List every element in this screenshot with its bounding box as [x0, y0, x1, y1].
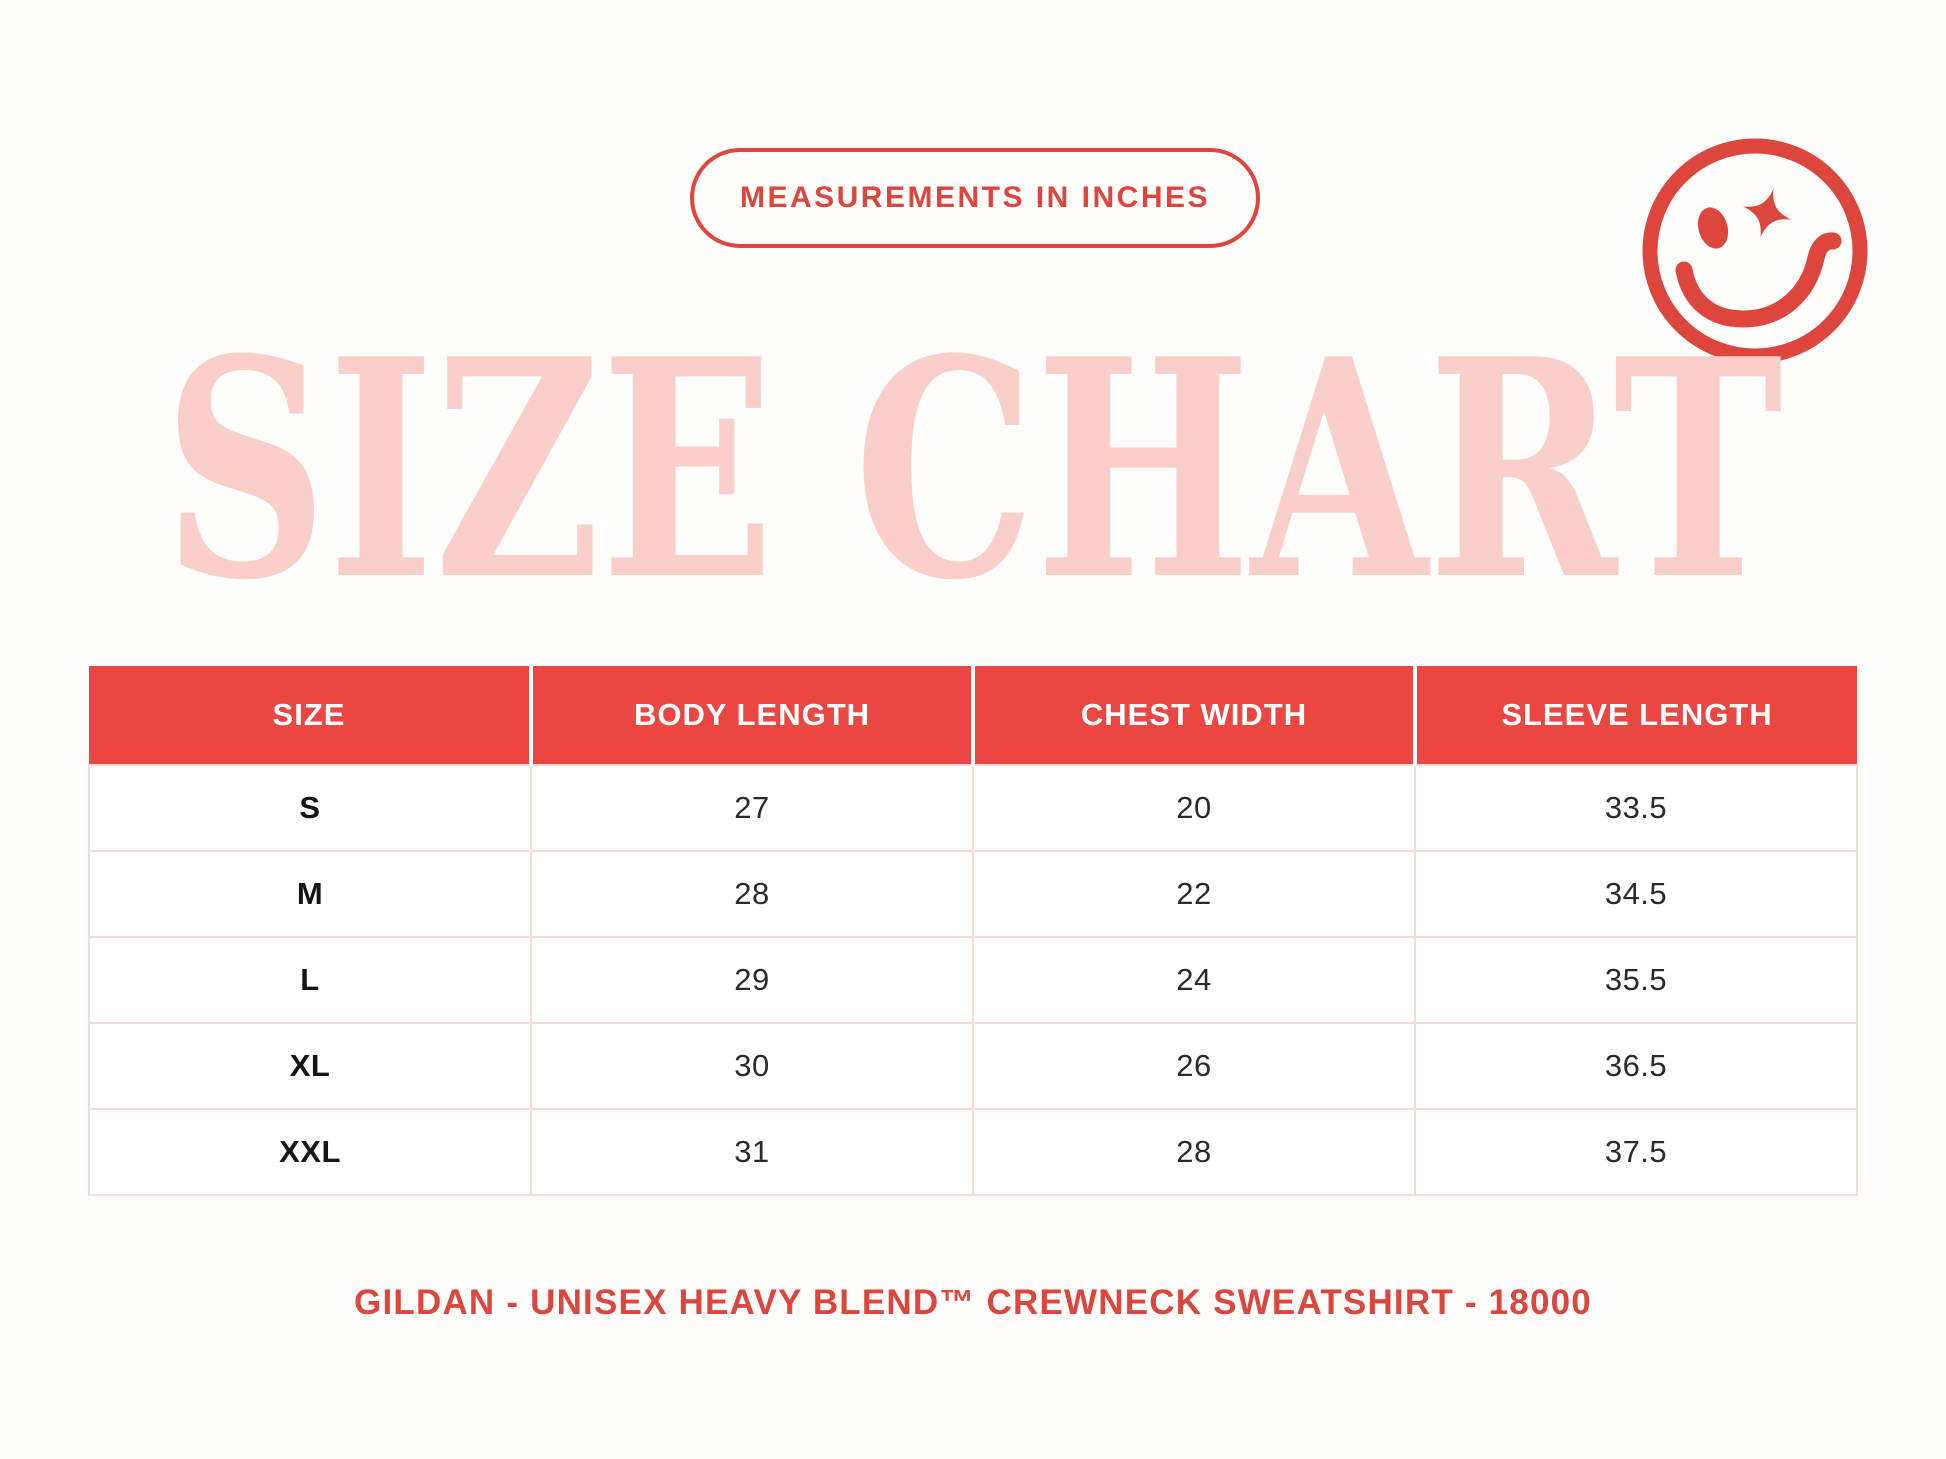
measurement-cell: 24	[972, 936, 1416, 1024]
winking-smiley-icon	[1642, 138, 1868, 364]
measurement-cell: 28	[530, 850, 974, 938]
measurement-cell: 37.5	[1414, 1108, 1858, 1196]
size-table-header: SIZE BODY LENGTH CHEST WIDTH SLEEVE LENGTH	[89, 666, 1857, 765]
table-row: XXL 31 28 37.5	[88, 1108, 1858, 1196]
size-cell: S	[88, 764, 532, 852]
smiley-face-outline	[1642, 138, 1868, 364]
product-caption: GILDAN - UNISEX HEAVY BLEND™ CREWNECK SW…	[354, 1283, 1592, 1322]
smiley-mouth	[1675, 232, 1842, 328]
table-row: L 29 24 35.5	[88, 936, 1858, 1024]
size-cell: XL	[88, 1022, 532, 1110]
measurement-cell: 20	[972, 764, 1416, 852]
size-table-header-row: SIZE BODY LENGTH CHEST WIDTH SLEEVE LENGTH	[89, 666, 1857, 765]
table-row: XL 30 26 36.5	[88, 1022, 1858, 1110]
header-cell: SLEEVE LENGTH	[1415, 666, 1857, 765]
table-row: S 27 20 33.5	[88, 764, 1858, 852]
measurement-cell: 22	[972, 850, 1416, 938]
measurement-cell: 30	[530, 1022, 974, 1110]
size-cell: XXL	[88, 1108, 532, 1196]
measurement-cell: 27	[530, 764, 974, 852]
measurement-cell: 36.5	[1414, 1022, 1858, 1110]
measurement-cell: 34.5	[1414, 850, 1858, 938]
measurement-cell: 31	[530, 1108, 974, 1196]
page-title: SIZE CHART	[163, 330, 1783, 600]
measurement-cell: 33.5	[1414, 764, 1858, 852]
smiley-left-eye	[1697, 207, 1729, 249]
size-cell: L	[88, 936, 532, 1024]
measurements-badge: MEASUREMENTS IN INCHES	[690, 148, 1260, 248]
smiley-sparkle-eye	[1742, 188, 1792, 238]
size-table-body: S 27 20 33.5 M 28 22 34.5 L 29 24 35.5 XL 30 26 36.5 XXL…	[88, 764, 1858, 1196]
size-table: SIZE BODY LENGTH CHEST WIDTH SLEEVE LENGTH …	[88, 666, 1858, 1196]
header-cell: SIZE	[89, 666, 533, 765]
measurement-cell: 29	[530, 936, 974, 1024]
measurement-cell: 26	[972, 1022, 1416, 1110]
table-row: M 28 22 34.5	[88, 850, 1858, 938]
header-cell: BODY LENGTH	[531, 666, 975, 765]
measurements-badge-label: MEASUREMENTS IN INCHES	[739, 181, 1211, 214]
measurement-cell: 35.5	[1414, 936, 1858, 1024]
measurement-cell: 28	[972, 1108, 1416, 1196]
size-cell: M	[88, 850, 532, 938]
header-cell: CHEST WIDTH	[973, 666, 1417, 765]
size-chart-title-art: SIZE CHART	[163, 330, 1783, 600]
